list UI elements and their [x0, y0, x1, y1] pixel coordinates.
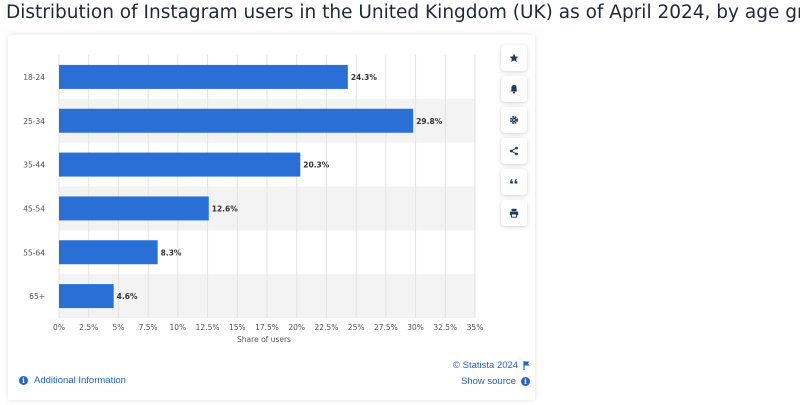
category-label: 55-64	[23, 248, 45, 257]
data-label: 4.6%	[117, 292, 138, 301]
flag-icon	[523, 361, 530, 370]
print-icon	[509, 208, 519, 218]
bar	[59, 64, 348, 89]
additional-information-label: Additional Information	[34, 375, 126, 386]
show-source-label: Show source	[461, 376, 516, 387]
category-label: 45-54	[23, 204, 45, 213]
data-label: 12.6%	[212, 204, 239, 213]
x-tick-label: 32.5%	[433, 323, 457, 332]
quote-icon	[510, 179, 518, 184]
category-label: 65+	[29, 292, 45, 301]
x-tick-label: 22.5%	[315, 323, 339, 332]
cite-button[interactable]	[501, 169, 527, 195]
share-icon	[509, 146, 518, 156]
copyright-text: © Statista 2024	[453, 360, 519, 371]
x-tick-label: 25%	[348, 323, 365, 332]
bar	[59, 196, 209, 221]
bar-chart: 24.3% 18-24 29.8% 25-34 20.3% 35-44 12.6% 45-54…	[23, 55, 484, 344]
category-label: 35-44	[23, 161, 45, 170]
x-tick-label: 10%	[170, 323, 187, 332]
statista-copyright[interactable]: © Statista 2024	[453, 360, 530, 371]
chart-toolbar	[501, 45, 529, 231]
data-label: 8.3%	[161, 248, 182, 257]
category-label: 18-24	[23, 73, 45, 82]
info-icon: i	[19, 376, 28, 385]
x-tick-label: 12.5%	[196, 323, 220, 332]
share-button[interactable]	[501, 138, 527, 164]
bar	[59, 284, 114, 309]
favorite-button[interactable]	[501, 45, 527, 71]
x-tick-label: 0%	[53, 323, 65, 332]
chart-card: 24.3% 18-24 29.8% 25-34 20.3% 35-44 12.6% 45-54…	[8, 35, 535, 400]
x-tick-label: 17.5%	[255, 323, 279, 332]
additional-information-link[interactable]: i Additional Information	[19, 375, 126, 386]
x-tick-label: 7.5%	[139, 323, 158, 332]
bar	[59, 108, 414, 133]
page-title: Distribution of Instagram users in the U…	[6, 2, 800, 23]
x-tick-label: 20%	[288, 323, 305, 332]
notification-button[interactable]	[501, 76, 527, 102]
x-tick-label: 15%	[229, 323, 246, 332]
gear-icon	[510, 116, 518, 124]
x-tick-label: 27.5%	[374, 323, 398, 332]
data-label: 20.3%	[303, 161, 330, 170]
print-button[interactable]	[501, 200, 527, 226]
data-label: 24.3%	[351, 73, 378, 82]
x-axis-title: Share of users	[237, 335, 291, 344]
bar	[59, 240, 158, 265]
x-tick-label: 30%	[407, 323, 424, 332]
category-label: 25-34	[23, 117, 45, 126]
star-icon	[509, 53, 519, 62]
info-icon: i	[520, 377, 530, 386]
bar	[59, 152, 301, 177]
show-source-link[interactable]: Show source i	[461, 376, 530, 387]
x-tick-label: 2.5%	[79, 323, 98, 332]
data-label: 29.8%	[416, 117, 443, 126]
settings-button[interactable]	[501, 107, 527, 133]
x-tick-label: 5%	[112, 323, 124, 332]
x-tick-label: 35%	[467, 323, 484, 332]
bell-icon	[510, 85, 518, 94]
